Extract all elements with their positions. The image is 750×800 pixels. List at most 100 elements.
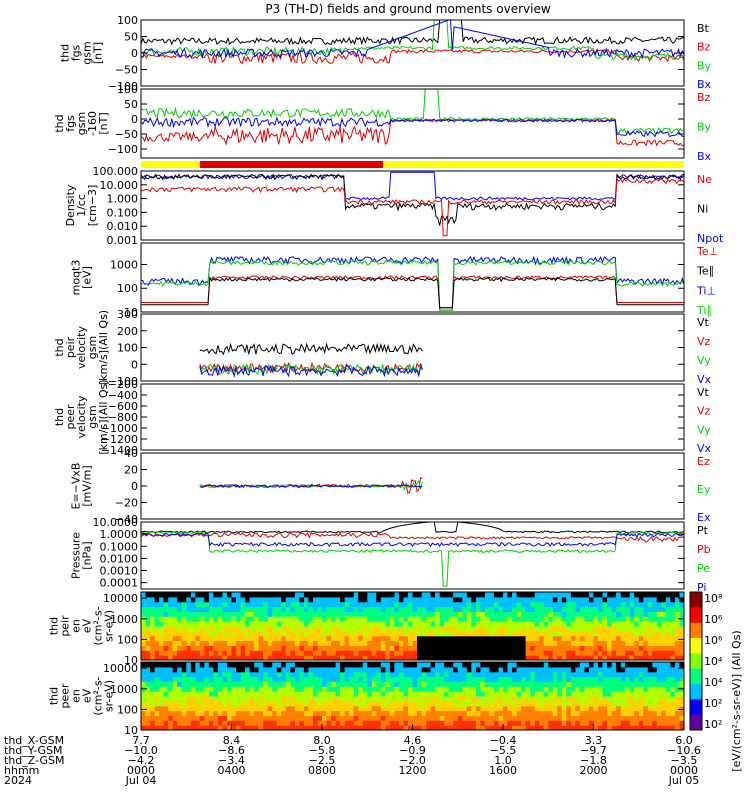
spec-cell bbox=[394, 655, 400, 661]
spec-cell bbox=[507, 662, 513, 668]
spec-cell bbox=[245, 666, 251, 673]
spec-cell bbox=[421, 666, 427, 673]
spec-cell bbox=[276, 715, 282, 721]
spec-cell bbox=[421, 592, 427, 598]
spec-cell bbox=[530, 676, 536, 682]
spec-cell bbox=[408, 715, 413, 721]
spec-cell bbox=[263, 705, 269, 712]
spec-cell bbox=[462, 621, 468, 627]
spec-cell bbox=[439, 611, 445, 617]
y-axis-label-line: peir bbox=[64, 336, 77, 358]
spec-cell bbox=[566, 640, 572, 646]
x-tick-label: 0800 bbox=[308, 764, 336, 777]
spec-cell bbox=[412, 626, 418, 632]
spec-cell bbox=[638, 715, 644, 721]
spec-cell bbox=[552, 696, 558, 702]
spec-cell bbox=[322, 681, 327, 687]
spec-cell bbox=[313, 686, 318, 692]
spec-cell bbox=[272, 666, 278, 673]
spec-cell bbox=[457, 715, 463, 721]
spec-cell bbox=[380, 601, 386, 608]
spec-cell bbox=[240, 662, 246, 668]
spec-cell bbox=[503, 676, 508, 682]
spec-cell bbox=[376, 596, 382, 603]
spec-cell bbox=[326, 601, 332, 608]
spec-cell bbox=[598, 601, 603, 608]
spec-cell bbox=[308, 630, 314, 637]
spec-cell bbox=[503, 611, 508, 617]
spec-cell bbox=[575, 616, 581, 622]
spec-cell bbox=[208, 696, 214, 702]
spec-cell bbox=[674, 725, 680, 731]
spec-cell bbox=[308, 691, 314, 697]
spec-cell bbox=[249, 601, 255, 608]
spec-cell bbox=[607, 710, 613, 716]
spec-cell bbox=[448, 645, 454, 651]
spec-cell bbox=[199, 601, 205, 608]
spec-cell bbox=[457, 671, 463, 678]
spec-cell bbox=[584, 635, 590, 642]
spec-cell bbox=[285, 601, 291, 608]
spec-cell bbox=[661, 630, 667, 637]
spec-cell bbox=[656, 720, 662, 726]
spec-cell bbox=[172, 630, 178, 637]
spec-cell bbox=[331, 606, 336, 612]
spec-cell bbox=[335, 611, 341, 617]
spec-cell bbox=[417, 606, 422, 612]
spec-cell bbox=[177, 606, 183, 612]
spec-cell bbox=[272, 676, 278, 682]
spec-cell bbox=[589, 686, 594, 692]
spec-cell bbox=[177, 725, 183, 731]
spec-cell bbox=[403, 592, 409, 598]
spec-cell bbox=[249, 710, 255, 716]
spec-cell bbox=[503, 645, 508, 651]
spec-cell bbox=[430, 715, 436, 721]
spec-cell bbox=[579, 686, 585, 692]
spec-cell bbox=[634, 616, 640, 622]
spec-cell bbox=[385, 662, 391, 668]
spec-cell bbox=[358, 626, 364, 632]
spec-cell bbox=[367, 635, 373, 642]
spec-cell bbox=[566, 626, 572, 632]
spec-cell bbox=[317, 700, 323, 707]
spec-cell bbox=[145, 696, 151, 702]
spec-cell bbox=[367, 666, 373, 673]
spec-cell bbox=[394, 662, 400, 668]
spec-cell bbox=[466, 596, 472, 603]
spec-cell bbox=[430, 606, 436, 612]
spec-cell bbox=[534, 725, 540, 731]
spec-cell bbox=[435, 650, 441, 656]
spec-cell bbox=[575, 700, 581, 707]
spec-cell bbox=[417, 725, 422, 731]
spec-cell bbox=[317, 686, 323, 692]
spec-cell bbox=[435, 715, 441, 721]
spec-cell bbox=[484, 621, 490, 627]
spec-cell bbox=[245, 601, 251, 608]
spec-cell bbox=[326, 650, 332, 656]
spec-cell bbox=[267, 710, 273, 716]
spec-cell bbox=[530, 725, 536, 731]
spec-cell bbox=[607, 725, 613, 731]
panel-frame bbox=[140, 242, 685, 313]
spec-cell bbox=[534, 640, 540, 646]
spec-cell bbox=[389, 691, 395, 697]
spec-cell bbox=[561, 650, 567, 656]
spec-cell bbox=[398, 671, 404, 678]
spec-cell bbox=[190, 640, 196, 646]
spec-cell bbox=[417, 696, 422, 702]
spec-cell bbox=[340, 691, 346, 697]
spec-cell bbox=[159, 601, 165, 608]
spec-cell bbox=[598, 606, 603, 612]
spec-cell bbox=[607, 681, 613, 687]
spec-cell bbox=[507, 606, 513, 612]
spec-cell bbox=[398, 592, 404, 598]
spec-cell bbox=[227, 596, 232, 603]
spec-cell bbox=[647, 662, 653, 668]
spec-cell bbox=[421, 640, 427, 646]
spec-cell bbox=[394, 696, 400, 702]
y-tick-label: 10000 bbox=[103, 592, 138, 605]
spec-cell bbox=[598, 645, 603, 651]
spec-cell bbox=[367, 681, 373, 687]
spec-cell bbox=[362, 621, 368, 627]
spec-cell bbox=[141, 621, 146, 627]
